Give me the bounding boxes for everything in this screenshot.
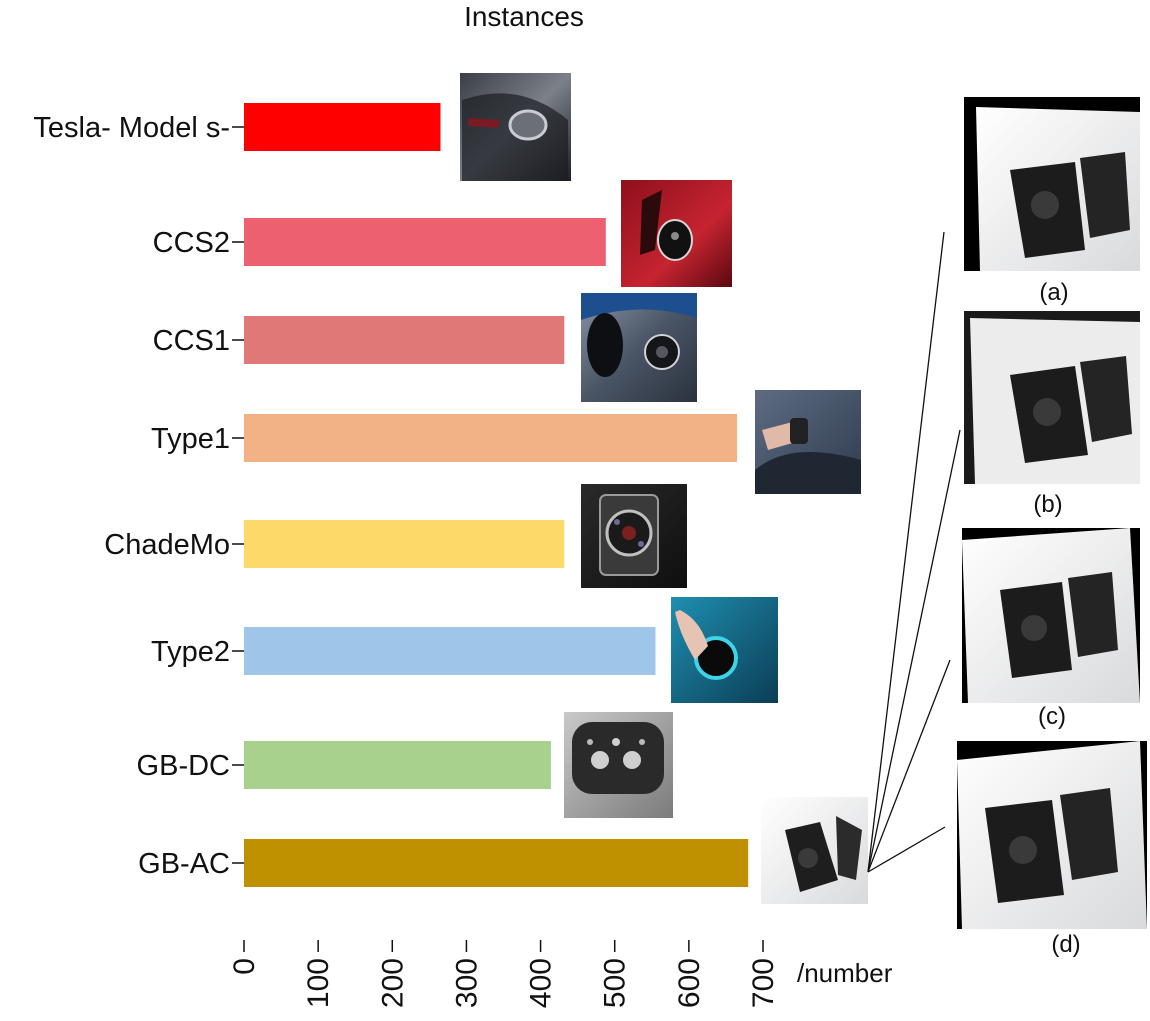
y-tick-label: GB-DC bbox=[137, 750, 230, 782]
ccs2-port-photo-icon bbox=[621, 180, 732, 287]
gbac-port-photo-icon bbox=[761, 797, 868, 904]
x-tick-label: 0 bbox=[228, 958, 261, 975]
bar-chademo bbox=[244, 520, 565, 568]
x-tick-label: 300 bbox=[450, 958, 483, 1008]
x-tick-label: 100 bbox=[302, 958, 335, 1008]
y-tick-label: Type2 bbox=[151, 636, 230, 668]
y-tick-label: CCS1 bbox=[153, 325, 230, 357]
aug-a-label: (a) bbox=[1039, 279, 1068, 306]
bar-tesla-model-s bbox=[244, 103, 441, 151]
ccs1-port-photo-icon bbox=[581, 293, 697, 402]
x-tick-label: 400 bbox=[525, 958, 558, 1008]
type1-port-photo-icon bbox=[755, 390, 861, 494]
x-axis: 0 100 200 300 400 500 600 700 bbox=[228, 940, 780, 1008]
y-tick-label: ChadeMo bbox=[104, 529, 230, 561]
y-tick-label: Type1 bbox=[151, 423, 230, 455]
augmented-sample-c bbox=[962, 528, 1140, 703]
y-tick-label: Tesla- Model s- bbox=[33, 112, 230, 144]
bar-gb-ac bbox=[244, 839, 749, 887]
augmented-sample-a bbox=[964, 97, 1140, 271]
bar-type1 bbox=[244, 414, 738, 462]
x-axis-label: /number bbox=[797, 958, 893, 988]
chart-title: Instances bbox=[464, 1, 584, 32]
chademo-port-photo-icon bbox=[581, 484, 687, 588]
bar-ccs1 bbox=[244, 316, 565, 364]
x-tick-label: 500 bbox=[599, 958, 632, 1008]
y-tick-label: CCS2 bbox=[153, 227, 230, 259]
aug-d-label: (d) bbox=[1051, 931, 1080, 958]
augmented-sample-d bbox=[957, 741, 1147, 929]
x-tick-label: 700 bbox=[747, 958, 780, 1008]
aug-c-label: (c) bbox=[1038, 703, 1066, 730]
tesla-port-photo-icon bbox=[460, 73, 571, 181]
type2-port-photo-icon bbox=[671, 597, 778, 703]
bars-layer: Tesla- Model s- CCS2 CCS1 Type1 ChadeMo Type2… bbox=[33, 103, 749, 887]
x-tick-label: 200 bbox=[376, 958, 409, 1008]
x-tick-label: 600 bbox=[673, 958, 706, 1008]
bar-ccs2 bbox=[244, 218, 606, 266]
gbdc-port-photo-icon bbox=[564, 712, 673, 818]
bar-type2 bbox=[244, 627, 656, 675]
leader-lines bbox=[867, 231, 961, 873]
y-tick-label: GB-AC bbox=[138, 848, 230, 880]
aug-b-label: (b) bbox=[1033, 491, 1062, 518]
augmented-sample-b bbox=[964, 311, 1140, 484]
bar-gb-dc bbox=[244, 741, 551, 789]
